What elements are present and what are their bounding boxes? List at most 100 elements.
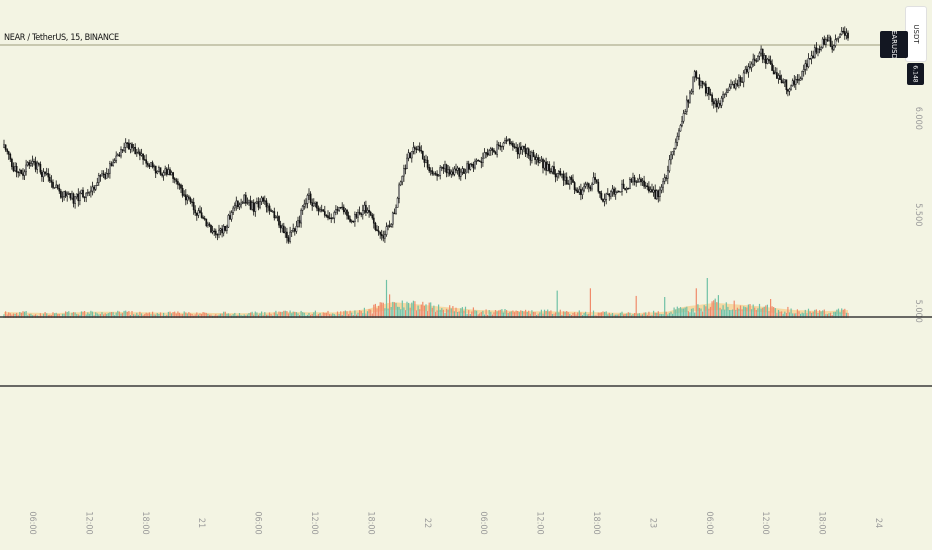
candle-body (599, 191, 601, 194)
candle-body (47, 173, 50, 178)
volume-bar (679, 307, 682, 318)
volume-bar (354, 310, 356, 318)
candle-body (25, 164, 27, 173)
quote-currency-tab[interactable]: USDT (906, 7, 926, 61)
volume-bar (371, 313, 373, 318)
volume-bar (450, 308, 452, 318)
volume-bar (493, 312, 495, 318)
volume-bar (727, 306, 729, 318)
candle-body (14, 166, 16, 172)
volume-bar (619, 312, 621, 318)
volume-bar (771, 306, 773, 318)
volume-bar (291, 313, 293, 318)
candle-body (477, 160, 480, 162)
candle-body (342, 206, 345, 213)
volume-bar (716, 302, 718, 318)
candle-body (510, 142, 513, 145)
volume-bar (12, 313, 15, 318)
volume-bar (600, 312, 602, 318)
candle-body (154, 165, 157, 174)
candle-body (36, 162, 39, 170)
candle-body (298, 220, 301, 224)
volume-bar (690, 308, 693, 318)
volume-bar (675, 309, 677, 318)
candle-body (211, 230, 214, 233)
candle-body (238, 204, 241, 208)
volume-bar (744, 307, 746, 318)
volume-bar (662, 314, 664, 318)
candle-body (676, 136, 679, 143)
time-tick-label: 23 (647, 518, 657, 528)
volume-bar (698, 307, 700, 318)
time-tick-label: 18:00 (365, 511, 375, 534)
volume-bar (466, 313, 468, 318)
volume-bar (498, 310, 500, 318)
candle-body (368, 210, 370, 213)
candle-body (474, 161, 476, 169)
candle-body (379, 231, 382, 235)
candle-body (777, 75, 780, 79)
volume-bar (558, 312, 560, 318)
volume-bar (766, 304, 768, 318)
volume-bar (703, 305, 705, 318)
candle-body (350, 220, 353, 223)
candle-body (701, 81, 704, 85)
candle-body (259, 201, 261, 208)
candle-body (338, 206, 340, 211)
candle-body (553, 166, 555, 175)
candle-body (327, 215, 329, 219)
candle-body (352, 220, 355, 223)
volume-bar (297, 313, 299, 318)
volume-bar (14, 313, 16, 318)
volume-bar (54, 313, 56, 318)
time-axis[interactable]: 06:00 12:00 18:00 21 06:00 12:00 18:00 22 06:00 1… (27, 511, 883, 534)
candle-body (519, 146, 522, 150)
volume-bar (540, 309, 542, 318)
volume-bar (656, 312, 658, 318)
candle-body (286, 231, 288, 238)
volume-bar (374, 303, 376, 318)
volume-bar (845, 312, 847, 318)
candle-body (464, 171, 467, 174)
volume-bar (436, 310, 438, 318)
volume-bar (806, 313, 808, 318)
time-tick-label: 22 (422, 518, 432, 528)
candle-body (535, 157, 538, 160)
candle-body (703, 83, 706, 85)
volume-bar (781, 311, 783, 318)
volume-bar (499, 309, 501, 318)
candle-body (181, 188, 184, 196)
volume-bar (204, 312, 206, 318)
symbol-title[interactable]: NEAR / TetherUS, 15, BINANCE (4, 33, 119, 43)
candle-body (687, 99, 690, 103)
volume-bar (99, 314, 101, 318)
volume-bar (104, 313, 106, 318)
volume-bar (738, 308, 740, 318)
candle-body (170, 172, 173, 176)
volume-bar (611, 313, 614, 318)
volume-bar (381, 302, 383, 318)
volume-bar (16, 312, 18, 318)
symbol-price-tag: NEARUSDT (880, 31, 908, 58)
volume-bar (351, 312, 353, 318)
volume-bar (84, 311, 86, 318)
volume-bar (621, 311, 623, 318)
candle-body (564, 176, 566, 181)
volume-bar (427, 311, 429, 318)
candle-body (529, 155, 532, 161)
price-axis[interactable]: 6.000 5.500 5.000 (913, 107, 923, 323)
candle-body (587, 183, 590, 188)
candle-body (335, 209, 337, 213)
candle-body (450, 171, 453, 175)
candle-body (573, 182, 576, 190)
candle-body (785, 79, 788, 91)
volume-bar (117, 310, 119, 318)
candle-body (518, 146, 521, 155)
volume-bar (360, 310, 362, 318)
volume-bar (128, 311, 130, 318)
volume-bar (746, 307, 748, 318)
candle-body (554, 173, 557, 178)
candle-body (749, 66, 751, 68)
candle-body (436, 173, 438, 177)
